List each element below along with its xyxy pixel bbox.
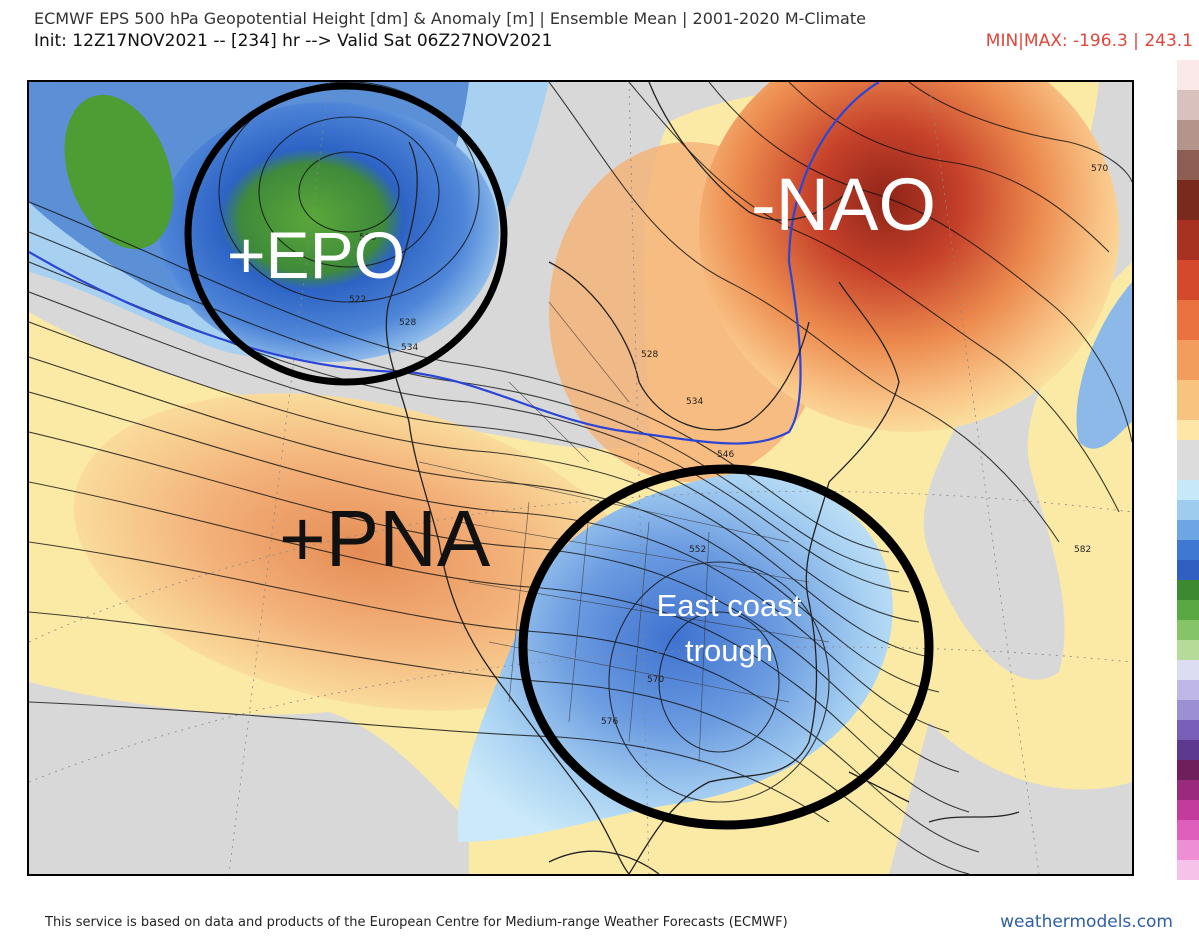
contour-label: 570 xyxy=(647,675,664,685)
contour-label: 570 xyxy=(1091,164,1108,174)
colorbar-swatch xyxy=(1177,520,1199,540)
trough-label-line2: trough xyxy=(685,633,773,668)
colorbar-swatch xyxy=(1177,440,1199,480)
colorbar-swatch xyxy=(1177,420,1199,440)
contour-label: 534 xyxy=(686,397,703,407)
brand-link[interactable]: weathermodels.com xyxy=(1000,912,1173,932)
colorbar-swatch xyxy=(1177,700,1199,720)
min-max-readout: MIN|MAX: -196.3 | 243.1 xyxy=(985,31,1193,51)
graticule xyxy=(29,82,1132,874)
trough-label-line1: East coast xyxy=(657,588,802,623)
east-coast-trough-anomaly xyxy=(457,472,893,842)
colorbar-swatch xyxy=(1177,640,1199,660)
colorbar-swatch xyxy=(1177,720,1199,740)
contour-label: 528 xyxy=(399,318,416,328)
contour-label: 534 xyxy=(401,343,418,353)
colorbar-swatch xyxy=(1177,220,1199,260)
colorbar-swatch xyxy=(1177,500,1199,520)
colorbar-swatch xyxy=(1177,480,1199,500)
contour-label: 546 xyxy=(717,450,734,460)
pna-ridge-anomaly xyxy=(73,393,645,711)
atlantic-negative-anomaly xyxy=(1076,282,1132,449)
colorbar-swatch xyxy=(1177,740,1199,760)
init-valid-time: Init: 12Z17NOV2021 -- [234] hr --> Valid… xyxy=(34,31,553,51)
contour-label: 576 xyxy=(601,717,618,727)
colorbar-swatch xyxy=(1177,540,1199,560)
data-credit: This service is based on data and produc… xyxy=(45,915,788,930)
epo-label: +EPO xyxy=(227,218,405,292)
colorbar-swatch xyxy=(1177,660,1199,680)
colorbar-swatch xyxy=(1177,780,1199,800)
contour-label: 522 xyxy=(349,295,366,305)
epo-circle xyxy=(184,82,508,386)
neutral-southeast xyxy=(889,722,1132,874)
nao-ridge-anomaly xyxy=(699,82,1119,432)
colorbar-swatch xyxy=(1177,60,1199,90)
colorbar-swatch xyxy=(1177,620,1199,640)
colorbar-swatch xyxy=(1177,120,1199,150)
neutral-southwest xyxy=(29,682,469,874)
height-contours xyxy=(29,82,1132,874)
colorbar-swatch xyxy=(1177,760,1199,780)
trough-circle xyxy=(518,464,934,830)
colorbar-swatch xyxy=(1177,680,1199,700)
colorbar-swatch xyxy=(1177,860,1199,880)
coastlines xyxy=(385,82,1020,874)
colorbar-swatch xyxy=(1177,180,1199,220)
reference-contour-546 xyxy=(29,82,880,445)
contour-label: 552 xyxy=(689,545,706,555)
colorbar-swatch xyxy=(1177,90,1199,120)
colorbar-swatch xyxy=(1177,300,1199,340)
anomaly-map: 570 522 534 528 516 552 546 582 570 576 … xyxy=(27,80,1134,876)
pacific-green-anomaly xyxy=(64,94,174,250)
chart-title: ECMWF EPS 500 hPa Geopotential Height [d… xyxy=(34,9,866,28)
colorbar-swatch xyxy=(1177,560,1199,580)
epo-trough-anomaly xyxy=(159,102,499,362)
contour-label: 516 xyxy=(359,233,376,243)
contour-labels: 570 522 534 528 516 552 546 582 570 576 … xyxy=(349,164,1108,727)
colorbar-swatch xyxy=(1177,260,1199,300)
nao-label: -NAO xyxy=(751,163,936,246)
colorbar-swatch xyxy=(1177,820,1199,840)
colorbar-swatch xyxy=(1177,800,1199,820)
colorbar-swatch xyxy=(1177,580,1199,600)
contour-label: 528 xyxy=(641,350,658,360)
anomaly-colorbar xyxy=(1177,60,1199,880)
colorbar-swatch xyxy=(1177,340,1199,380)
map-svg: 570 522 534 528 516 552 546 582 570 576 … xyxy=(29,82,1132,874)
colorbar-swatch xyxy=(1177,840,1199,860)
colorbar-swatch xyxy=(1177,380,1199,420)
pna-label: +PNA xyxy=(279,494,491,583)
colorbar-swatch xyxy=(1177,150,1199,180)
contour-label: 582 xyxy=(1074,545,1091,555)
colorbar-swatch xyxy=(1177,600,1199,620)
